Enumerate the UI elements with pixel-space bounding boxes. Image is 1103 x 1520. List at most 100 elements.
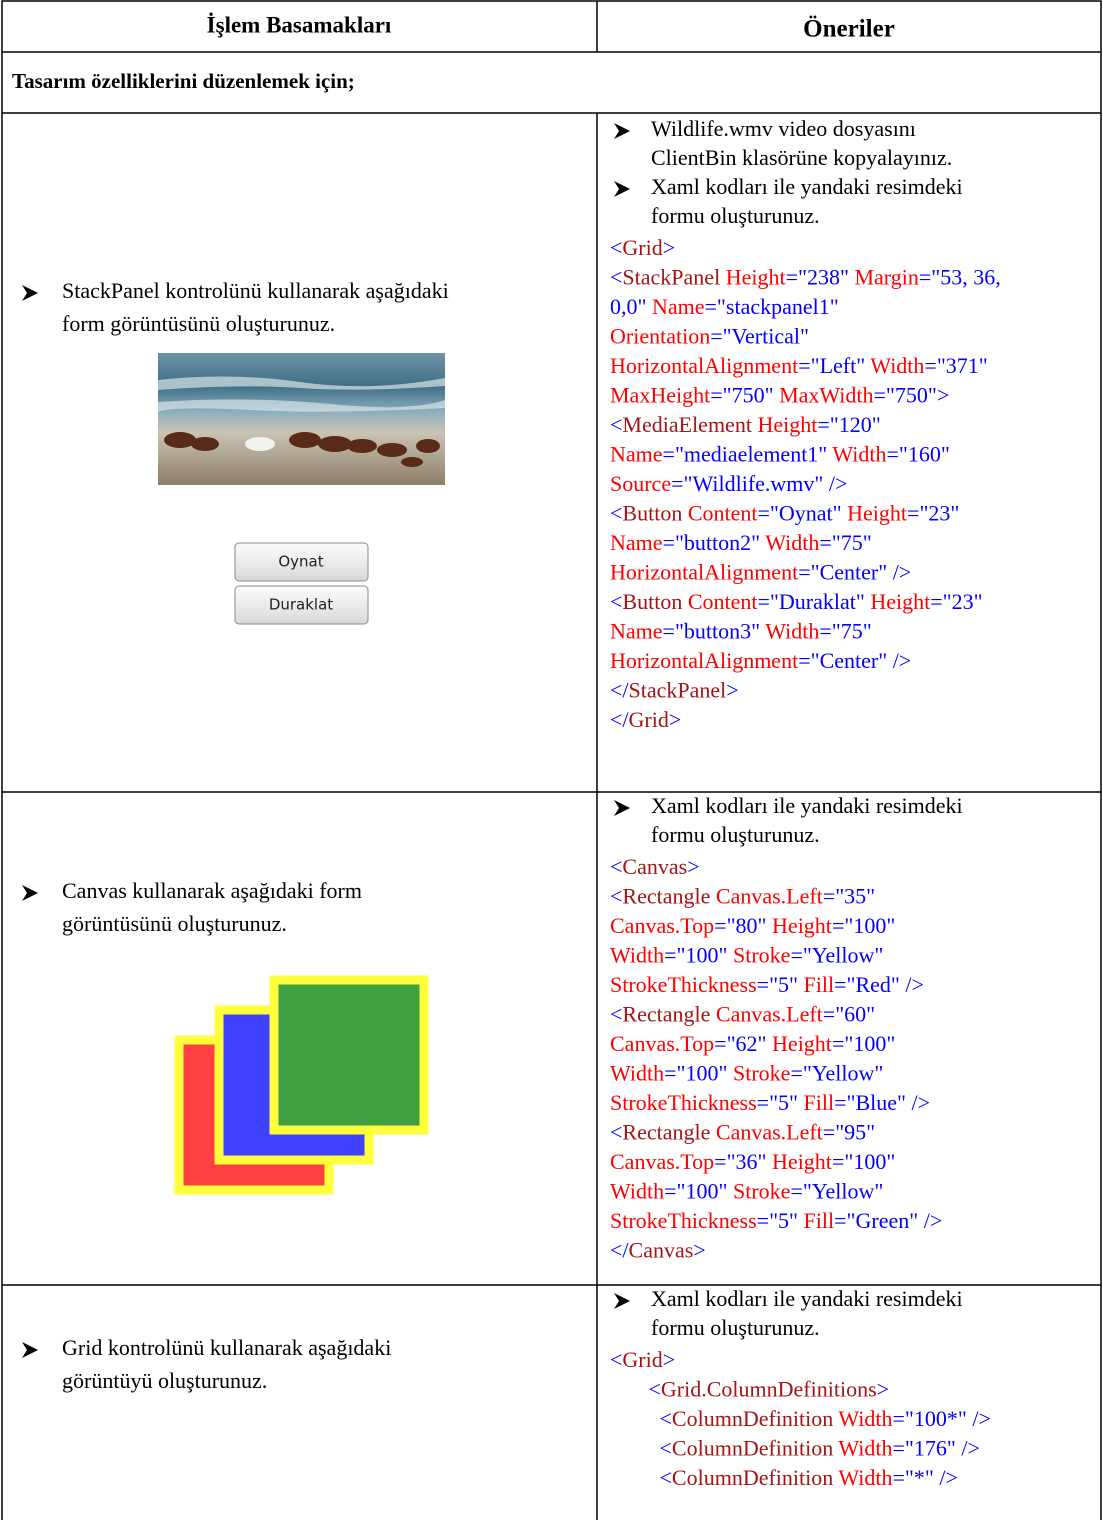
code-token: ="62" <box>714 1031 766 1056</box>
step-text: StackPanel kontrolünü kullanarak aşağıda… <box>62 278 449 303</box>
code-token: ="750" <box>710 383 773 408</box>
code-token: < <box>610 884 622 909</box>
code-line: <Grid> <box>610 1347 675 1372</box>
bullet <box>22 1342 38 1358</box>
code-token: ="371" <box>924 353 987 378</box>
code-token: < <box>610 1406 672 1431</box>
tip-text: formu oluşturunuz. <box>651 822 820 847</box>
code-token: ="35" <box>823 884 875 909</box>
code-token: Grid <box>629 707 669 732</box>
code-line: Width="100" Stroke="Yellow" <box>610 1061 883 1086</box>
code-line: <Rectangle Canvas.Left="95" <box>610 1120 875 1145</box>
code-token: ="53, 36, <box>919 265 1001 290</box>
code-token: ="80" <box>714 913 766 938</box>
code-token: > <box>687 854 699 879</box>
code-line: MaxHeight="750" MaxWidth="750"> <box>610 383 949 408</box>
code-token: > <box>726 678 738 703</box>
step-text: Canvas kullanarak aşağıdaki form <box>62 878 362 903</box>
code-token: ="Center" /> <box>798 648 911 673</box>
code-token: HorizontalAlignment <box>610 648 798 673</box>
header-cell: İşlem Basamakları <box>207 12 392 37</box>
button-label: Oynat <box>278 553 323 571</box>
code-token: < <box>610 501 622 526</box>
bullet <box>614 123 630 139</box>
code-line: <ColumnDefinition Width="*" /> <box>610 1465 958 1490</box>
code-token: ="Oynat" <box>758 501 842 526</box>
code-token: ="stackpanel1" <box>705 294 839 319</box>
code-token: > <box>877 1377 889 1402</box>
code-token: < <box>610 1002 622 1027</box>
code-token: Stroke <box>727 1061 790 1086</box>
code-token: Width <box>833 1406 892 1431</box>
code-line: Width="100" Stroke="Yellow" <box>610 1179 883 1204</box>
code-token: < <box>610 854 622 879</box>
code-token: Height <box>865 589 930 614</box>
bullet <box>614 181 630 197</box>
code-token: Grid <box>622 1347 662 1372</box>
code-token: ="Yellow" <box>790 943 883 968</box>
code-token: ="Wildlife.wmv" /> <box>671 471 847 496</box>
code-token: Name <box>610 442 663 467</box>
code-token: Stroke <box>727 1179 790 1204</box>
code-token: MaxHeight <box>610 383 710 408</box>
code-token: ="100" <box>664 1061 727 1086</box>
code-token: ="Yellow" <box>790 1179 883 1204</box>
code-token: Width <box>610 943 664 968</box>
code-token: ="Left" <box>798 353 865 378</box>
tip-text: ClientBin klasörüne kopyalayınız. <box>651 145 952 170</box>
code-token: Name <box>646 294 704 319</box>
code-token: StrokeThickness <box>610 972 757 997</box>
code-line: Canvas.Top="36" Height="100" <box>610 1149 895 1174</box>
tip-text: formu oluşturunuz. <box>651 203 820 228</box>
code-token: ="100" <box>832 1149 895 1174</box>
code-token: > <box>663 235 675 260</box>
code-token: Canvas.Top <box>610 913 714 938</box>
code-token: Content <box>682 589 757 614</box>
code-token: Width <box>610 1179 664 1204</box>
code-line: HorizontalAlignment="Left" Width="371" <box>610 353 988 378</box>
code-line: Source="Wildlife.wmv" /> <box>610 471 847 496</box>
code-token: ="button3" <box>663 619 761 644</box>
code-line: HorizontalAlignment="Center" /> <box>610 648 911 673</box>
code-token: ="750"> <box>874 383 950 408</box>
code-token: ="160" <box>887 442 950 467</box>
green-rectangle <box>274 980 424 1130</box>
code-line: <Rectangle Canvas.Left="60" <box>610 1002 875 1027</box>
code-token: Grid <box>622 235 662 260</box>
code-token: < <box>610 265 622 290</box>
code-token: > <box>669 707 681 732</box>
code-token: < <box>610 589 622 614</box>
tip-text: Wildlife.wmv video dosyasını <box>651 116 916 141</box>
code-token: Button <box>622 589 682 614</box>
image-background <box>158 353 445 485</box>
code-token: HorizontalAlignment <box>610 353 798 378</box>
code-line: <MediaElement Height="120" <box>610 412 881 437</box>
code-token: </ <box>610 1238 629 1263</box>
code-token: ="36" <box>714 1149 766 1174</box>
code-line: </StackPanel> <box>610 678 739 703</box>
code-token: Height <box>720 265 785 290</box>
step-text: görüntüyü oluşturunuz. <box>62 1368 267 1393</box>
code-token: ="100" <box>664 1179 727 1204</box>
code-token: Height <box>752 412 817 437</box>
header-cell: Öneriler <box>803 16 895 43</box>
code-token: Orientation <box>610 324 710 349</box>
bullet <box>614 1293 630 1309</box>
code-line: </Grid> <box>610 707 681 732</box>
code-token: Width <box>833 1436 892 1461</box>
code-token: Height <box>767 1149 832 1174</box>
code-token: Height <box>842 501 907 526</box>
code-token: ="Center" /> <box>798 560 911 585</box>
code-line: <Grid> <box>610 235 675 260</box>
code-line: Name="button2" Width="75" <box>610 530 872 555</box>
code-line: <Button Content="Duraklat" Height="23" <box>610 589 983 614</box>
code-token: Canvas <box>622 854 687 879</box>
code-token: Rectangle <box>622 1120 710 1145</box>
code-token: < <box>610 1347 622 1372</box>
code-token: Fill <box>798 1090 834 1115</box>
code-token: Name <box>610 530 663 555</box>
code-token: Margin <box>849 265 919 290</box>
code-token: ="100*" /> <box>892 1406 990 1431</box>
